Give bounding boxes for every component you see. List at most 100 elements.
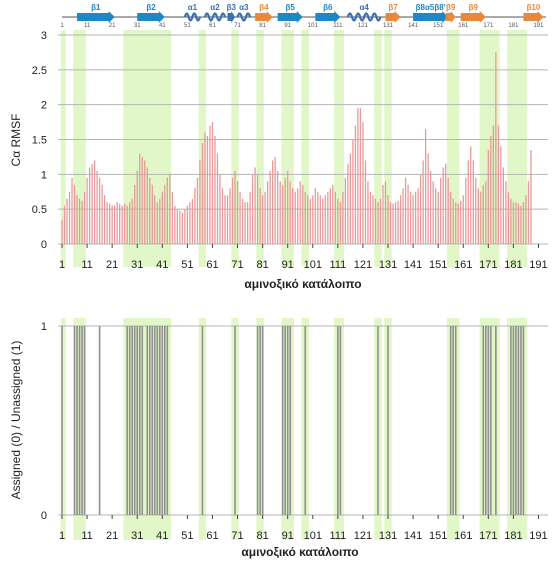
rmsf-x-tick-14: 141 [404, 259, 422, 271]
ss-label-5: α3 [239, 3, 249, 12]
rmsf-x-tick-11: 111 [329, 259, 346, 271]
rmsf-y-tick-0: 0 [41, 239, 47, 251]
ss-ruler-number-16: 161 [458, 23, 469, 29]
rmsf-x-tick-19: 191 [529, 259, 547, 271]
ss-ruler-number-0: 1 [60, 23, 64, 29]
assign-x-tick-9: 91 [282, 530, 294, 542]
rmsf-y-axis-label: Cα RMSF [9, 114, 23, 167]
ss-ruler-number-5: 51 [184, 23, 191, 29]
rmsf-x-tick-0: 1 [59, 259, 65, 271]
ss-ruler-number-12: 121 [358, 23, 369, 29]
rmsf-x-tick-8: 81 [256, 259, 268, 271]
ss-ruler-number-8: 81 [259, 23, 266, 29]
ss-label-3: α2 [210, 3, 220, 12]
assign-x-tick-10: 101 [304, 530, 322, 542]
highlight-band-top-8 [334, 30, 345, 267]
ss-strand-8 [315, 11, 341, 23]
rmsf-x-tick-13: 131 [379, 259, 397, 271]
rmsf-y-tick-4: 2 [41, 100, 47, 112]
ss-ruler-number-18: 181 [508, 23, 519, 29]
ss-ruler-number-19: 191 [533, 23, 544, 29]
ss-ruler-number-11: 111 [333, 23, 343, 29]
assign-x-tick-18: 181 [504, 530, 522, 542]
highlight-band-bottom-12 [479, 318, 500, 540]
assign-x-tick-16: 161 [454, 530, 472, 542]
rmsf-x-tick-16: 161 [454, 259, 472, 271]
ss-label-13: β9 [469, 3, 479, 12]
highlight-band-top-5 [256, 30, 264, 267]
assign-x-tick-15: 151 [429, 530, 447, 542]
highlight-bands-top [60, 30, 528, 267]
highlight-band-top-0 [60, 30, 66, 267]
rmsf-y-tick-3: 1.5 [32, 135, 47, 147]
rmsf-x-tick-4: 41 [156, 259, 168, 271]
assign-x-tick-7: 71 [231, 530, 243, 542]
ss-label-11: β8α5β8' [416, 3, 446, 12]
highlight-band-top-10 [384, 30, 392, 267]
assign-x-tick-0: 1 [59, 530, 65, 542]
ss-helix-9 [346, 12, 382, 22]
ss-label-12: β9 [446, 3, 456, 12]
rmsf-x-tick-2: 21 [106, 259, 118, 271]
assignment-y-axis-label: Assigned (0) / Unassigned (1) [9, 341, 23, 500]
ss-ruler-number-10: 101 [308, 23, 319, 29]
assign-x-tick-5: 51 [181, 530, 193, 542]
ss-strand-7 [277, 11, 303, 23]
assign-x-tick-6: 61 [206, 530, 218, 542]
rmsf-x-tick-7: 71 [231, 259, 243, 271]
highlight-band-top-4 [231, 30, 239, 267]
assign-y-tick-0: 0 [41, 510, 47, 522]
highlight-band-bottom-13 [507, 318, 528, 540]
assign-x-tick-8: 81 [256, 530, 268, 542]
assign-x-tick-13: 131 [379, 530, 397, 542]
highlight-band-top-12 [479, 30, 500, 267]
highlight-bands-bottom [60, 318, 528, 540]
assignment-x-axis-label: αμινοξικό κατάλοιπο [241, 545, 358, 559]
ss-strand-1 [137, 11, 165, 23]
rmsf-x-tick-17: 171 [479, 259, 497, 271]
ss-label-8: β6 [323, 3, 333, 12]
ss-ruler-number-14: 141 [408, 23, 419, 29]
ss-strand-14 [523, 11, 544, 23]
assign-x-tick-11: 111 [329, 530, 346, 542]
ss-label-14: β10 [527, 3, 541, 12]
ss-ruler-number-17: 171 [483, 23, 494, 29]
ss-label-1: β2 [146, 3, 156, 12]
highlight-band-top-13 [507, 30, 528, 267]
highlight-band-top-7 [301, 30, 310, 267]
highlight-band-bottom-8 [334, 318, 345, 540]
rmsf-chart: 00.511.522.531 11 21 31 41 51 61 71 81 91 101 111 12… [32, 30, 548, 271]
rmsf-x-tick-15: 151 [429, 259, 447, 271]
ss-helix-5 [236, 12, 252, 22]
ss-ruler-number-9: 91 [284, 23, 291, 29]
ss-label-7: β5 [286, 3, 296, 12]
assign-x-tick-12: 121 [354, 530, 372, 542]
ss-ruler-number-7: 71 [234, 23, 241, 29]
highlight-band-top-9 [374, 30, 382, 267]
assign-y-tick-1: 1 [41, 321, 47, 333]
ss-label-9: α4 [359, 3, 369, 12]
assign-x-tick-14: 141 [404, 530, 422, 542]
ss-label-10: β7 [388, 3, 398, 12]
rmsf-x-tick-5: 51 [181, 259, 193, 271]
rmsf-x-tick-6: 61 [206, 259, 218, 271]
ss-helix-3 [203, 12, 227, 22]
assign-x-tick-1: 11 [81, 530, 92, 542]
ss-label-2: α1 [188, 3, 198, 12]
ss-strand-11 [413, 11, 449, 23]
assign-x-tick-3: 31 [131, 530, 143, 542]
ss-ruler-number-3: 31 [134, 23, 141, 29]
ss-ruler-number-13: 131 [383, 23, 394, 29]
rmsf-x-tick-12: 121 [354, 259, 372, 271]
assign-x-tick-19: 191 [529, 530, 547, 542]
assign-x-tick-17: 171 [479, 530, 497, 542]
assign-x-tick-2: 21 [106, 530, 118, 542]
rmsf-y-tick-5: 2.5 [32, 65, 47, 77]
ss-ruler-number-6: 61 [209, 23, 216, 29]
ss-label-6: β4 [259, 3, 269, 12]
assignment-chart: 011 11 21 31 41 51 61 71 81 91 101 111 121 131 141 151 1… [41, 321, 548, 542]
rmsf-y-tick-6: 3 [41, 30, 47, 42]
ss-helix-2 [183, 12, 201, 22]
ss-strand-10 [385, 11, 401, 23]
